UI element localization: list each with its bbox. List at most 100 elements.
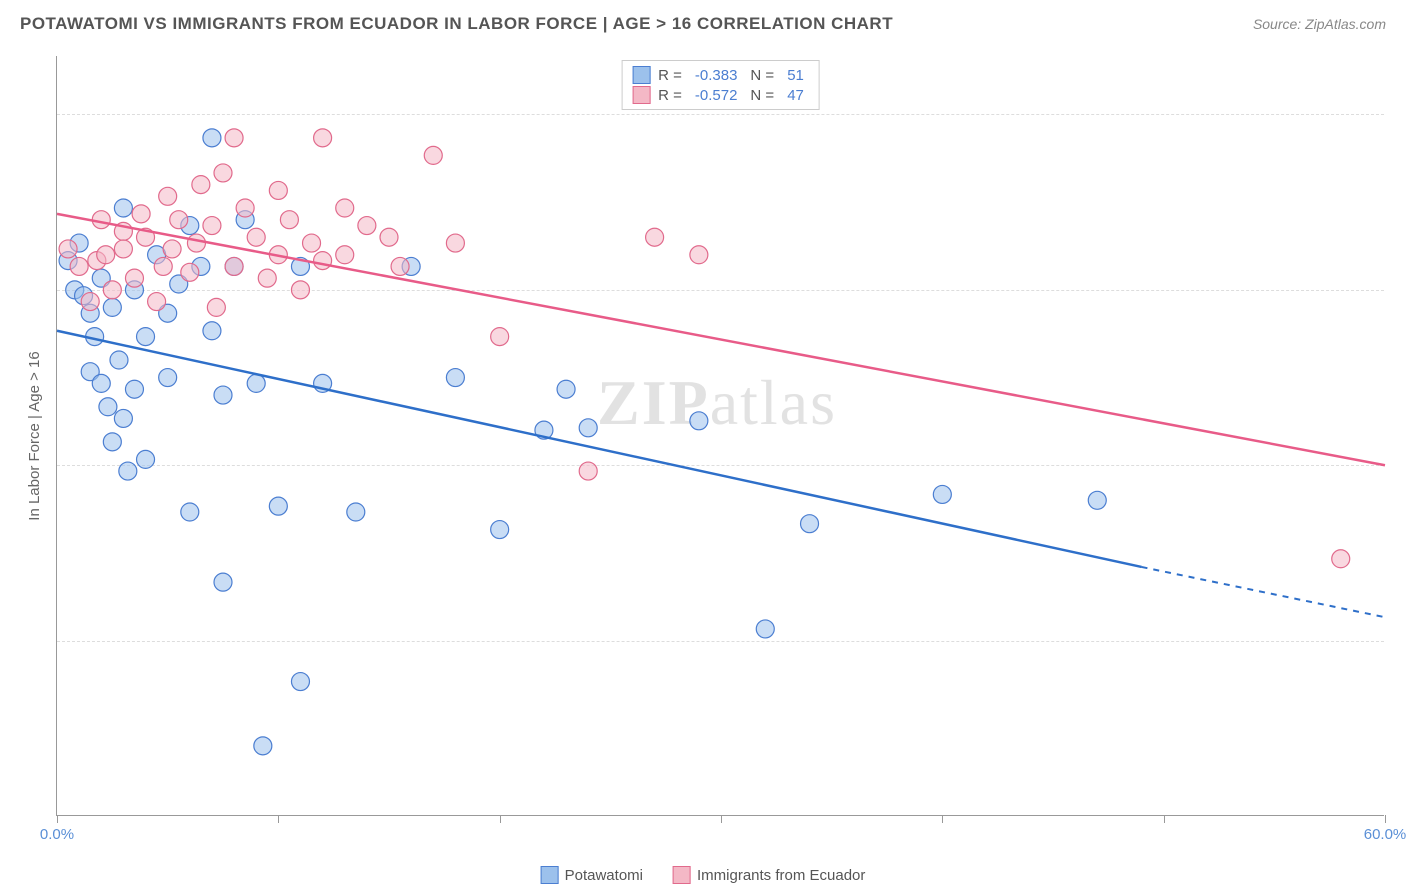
legend-label-potawatomi: Potawatomi — [565, 867, 643, 884]
scatter-point — [81, 293, 99, 311]
scatter-point — [99, 398, 117, 416]
y-tick-label: 80.0% — [1392, 106, 1406, 123]
scatter-point — [247, 228, 265, 246]
bottom-legend: Potawatomi Immigrants from Ecuador — [541, 866, 866, 884]
chart-title: POTAWATOMI VS IMMIGRANTS FROM ECUADOR IN… — [20, 14, 893, 34]
scatter-point — [159, 187, 177, 205]
scatter-point — [446, 369, 464, 387]
scatter-point — [690, 246, 708, 264]
source-label: Source: ZipAtlas.com — [1253, 16, 1386, 32]
x-tick — [500, 815, 501, 823]
scatter-point — [59, 240, 77, 258]
scatter-point — [579, 419, 597, 437]
scatter-point — [181, 263, 199, 281]
legend-label-ecuador: Immigrants from Ecuador — [697, 867, 865, 884]
scatter-point — [92, 374, 110, 392]
scatter-point — [254, 737, 272, 755]
x-tick — [721, 815, 722, 823]
scatter-point — [125, 269, 143, 287]
x-tick — [942, 815, 943, 823]
scatter-point — [170, 211, 188, 229]
scatter-point — [103, 433, 121, 451]
scatter-point — [391, 257, 409, 275]
y-tick-label: 50.0% — [1392, 457, 1406, 474]
x-tick-label: 0.0% — [40, 826, 74, 843]
title-row: POTAWATOMI VS IMMIGRANTS FROM ECUADOR IN… — [20, 14, 1386, 34]
scatter-point — [132, 205, 150, 223]
scatter-point — [114, 240, 132, 258]
scatter-point — [1332, 550, 1350, 568]
scatter-point — [137, 328, 155, 346]
scatter-point — [103, 298, 121, 316]
scatter-point — [336, 199, 354, 217]
x-tick — [1385, 815, 1386, 823]
scatter-point — [181, 503, 199, 521]
x-tick — [1164, 815, 1165, 823]
scatter-point — [154, 257, 172, 275]
x-tick — [278, 815, 279, 823]
x-tick — [57, 815, 58, 823]
scatter-point — [187, 234, 205, 252]
legend-swatch-potawatomi — [541, 866, 559, 884]
scatter-point — [347, 503, 365, 521]
scatter-point — [214, 164, 232, 182]
legend-swatch-ecuador — [673, 866, 691, 884]
scatter-point — [225, 129, 243, 147]
scatter-point — [70, 257, 88, 275]
scatter-point — [801, 515, 819, 533]
scatter-point — [690, 412, 708, 430]
scatter-point — [103, 281, 121, 299]
scatter-point — [756, 620, 774, 638]
plot-area: 35.0%50.0%65.0%80.0% 0.0%60.0% ZIPatlas … — [56, 56, 1384, 816]
scatter-point — [163, 240, 181, 258]
trend-line — [57, 331, 1142, 567]
x-tick-label: 60.0% — [1364, 826, 1406, 843]
y-tick-label: 65.0% — [1392, 281, 1406, 298]
scatter-point — [148, 293, 166, 311]
scatter-point — [269, 181, 287, 199]
scatter-point — [114, 199, 132, 217]
scatter-point — [114, 409, 132, 427]
scatter-point — [258, 269, 276, 287]
scatter-point — [424, 146, 442, 164]
scatter-point — [203, 322, 221, 340]
scatter-point — [291, 281, 309, 299]
scatter-point — [225, 257, 243, 275]
scatter-point — [646, 228, 664, 246]
scatter-point — [119, 462, 137, 480]
legend-item-potawatomi: Potawatomi — [541, 866, 643, 884]
scatter-point — [1088, 491, 1106, 509]
scatter-point — [110, 351, 128, 369]
legend-item-ecuador: Immigrants from Ecuador — [673, 866, 865, 884]
chart-container: POTAWATOMI VS IMMIGRANTS FROM ECUADOR IN… — [0, 0, 1406, 892]
scatter-point — [314, 129, 332, 147]
scatter-point — [247, 374, 265, 392]
scatter-point — [236, 199, 254, 217]
scatter-point — [137, 450, 155, 468]
scatter-point — [159, 369, 177, 387]
scatter-point — [125, 380, 143, 398]
trend-line — [57, 214, 1385, 465]
trend-line-dashed — [1142, 567, 1385, 617]
scatter-point — [491, 521, 509, 539]
scatter-point — [214, 573, 232, 591]
scatter-point — [207, 298, 225, 316]
scatter-point — [291, 673, 309, 691]
scatter-point — [446, 234, 464, 252]
y-axis-title: In Labor Force | Age > 16 — [26, 351, 43, 520]
scatter-point — [214, 386, 232, 404]
scatter-point — [203, 129, 221, 147]
scatter-point — [97, 246, 115, 264]
scatter-point — [314, 252, 332, 270]
scatter-point — [203, 217, 221, 235]
scatter-point — [579, 462, 597, 480]
y-tick-label: 35.0% — [1392, 632, 1406, 649]
scatter-point — [192, 176, 210, 194]
scatter-point — [303, 234, 321, 252]
scatter-point — [269, 497, 287, 515]
scatter-point — [280, 211, 298, 229]
plot-svg — [57, 56, 1384, 815]
scatter-point — [358, 217, 376, 235]
scatter-point — [92, 211, 110, 229]
scatter-point — [380, 228, 398, 246]
